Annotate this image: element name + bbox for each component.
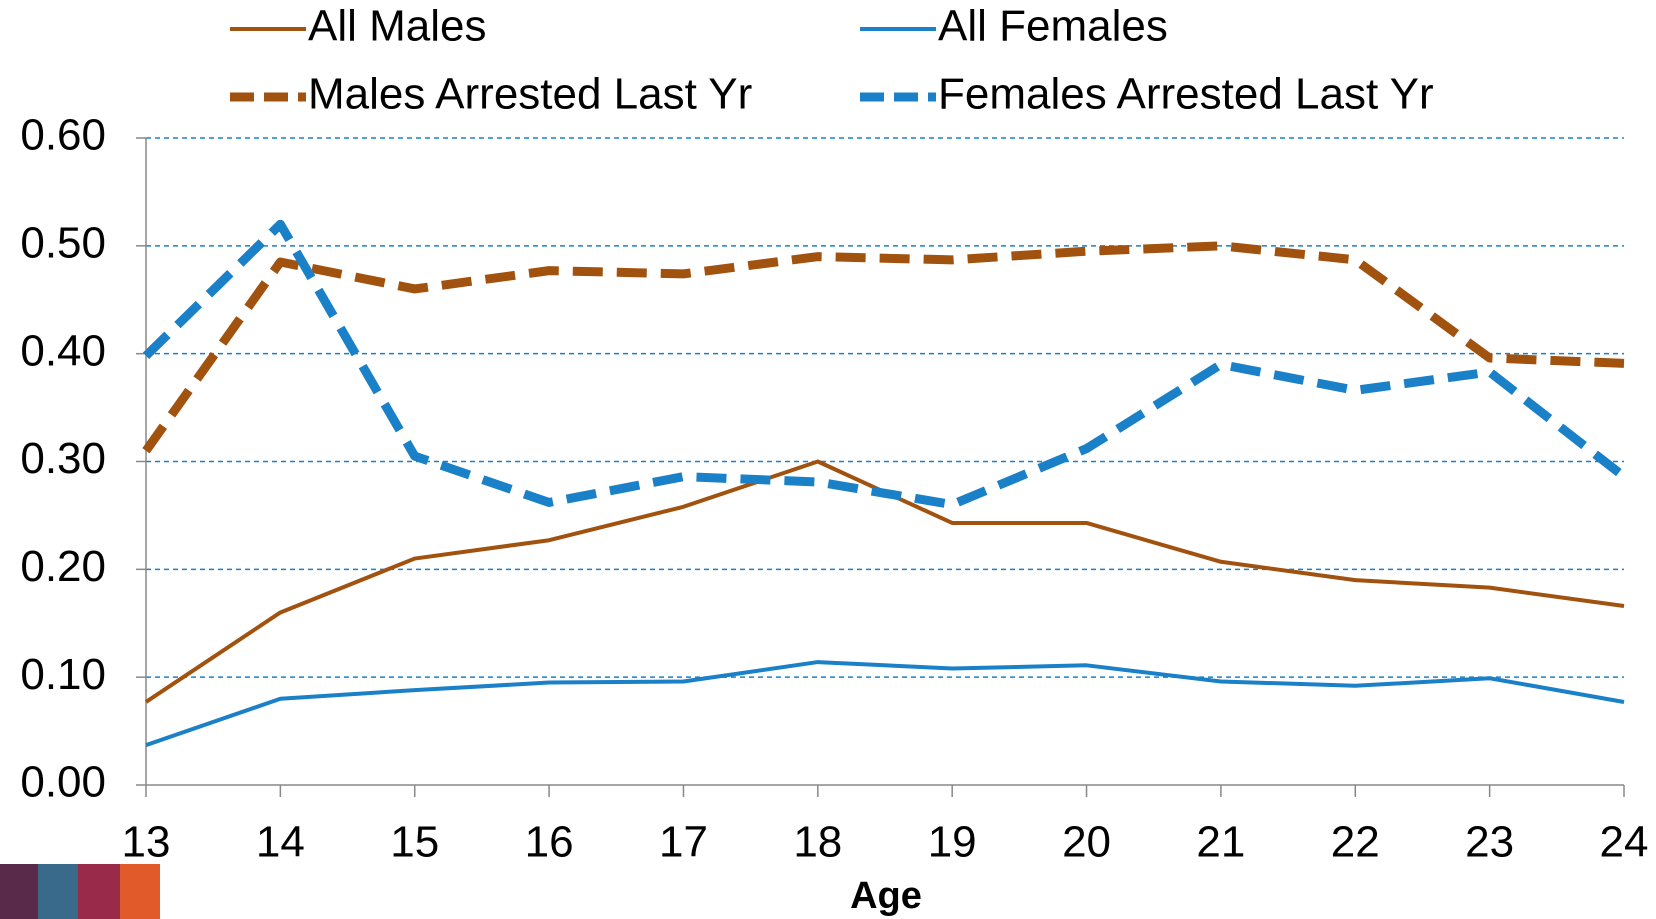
x-tick-label: 23 bbox=[1465, 818, 1514, 867]
y-tick-label: 0.40 bbox=[20, 326, 106, 375]
chart: Age 0.00 0.10 0.20 0.30 0.40 0.50 0.60 13 14 15 16… bbox=[0, 0, 1656, 919]
page: Age 0.00 0.10 0.20 0.30 0.40 0.50 0.60 13 14 15 16… bbox=[0, 0, 1656, 919]
y-tick-label: 0.50 bbox=[20, 218, 106, 267]
x-tick-label: 24 bbox=[1600, 818, 1649, 867]
x-tick-label: 17 bbox=[659, 818, 708, 867]
line-series bbox=[146, 246, 1624, 451]
x-tick-label: 16 bbox=[525, 818, 574, 867]
x-axis-title: Age bbox=[850, 875, 922, 917]
legend-label: All Females bbox=[938, 2, 1168, 51]
x-tick-label: 15 bbox=[390, 818, 439, 867]
x-tick-label: 19 bbox=[928, 818, 977, 867]
y-tick-label: 0.30 bbox=[20, 434, 106, 483]
x-tick-label: 22 bbox=[1331, 818, 1380, 867]
logo bbox=[0, 864, 160, 919]
y-tick-label: 0.00 bbox=[20, 758, 106, 807]
x-tick-label: 13 bbox=[122, 818, 171, 867]
y-tick-label: 0.20 bbox=[20, 542, 106, 591]
x-tick-label: 20 bbox=[1062, 818, 1111, 867]
x-tick-label: 21 bbox=[1196, 818, 1245, 867]
legend-label: Females Arrested Last Yr bbox=[938, 70, 1434, 119]
legend-label: All Males bbox=[308, 2, 487, 51]
line-series bbox=[146, 224, 1624, 504]
legend-label: Males Arrested Last Yr bbox=[308, 70, 752, 119]
y-tick-label: 0.60 bbox=[20, 111, 106, 160]
x-tick-label: 18 bbox=[793, 818, 842, 867]
y-tick-label: 0.10 bbox=[20, 650, 106, 699]
line-series bbox=[146, 662, 1624, 745]
x-tick-label: 14 bbox=[256, 818, 305, 867]
